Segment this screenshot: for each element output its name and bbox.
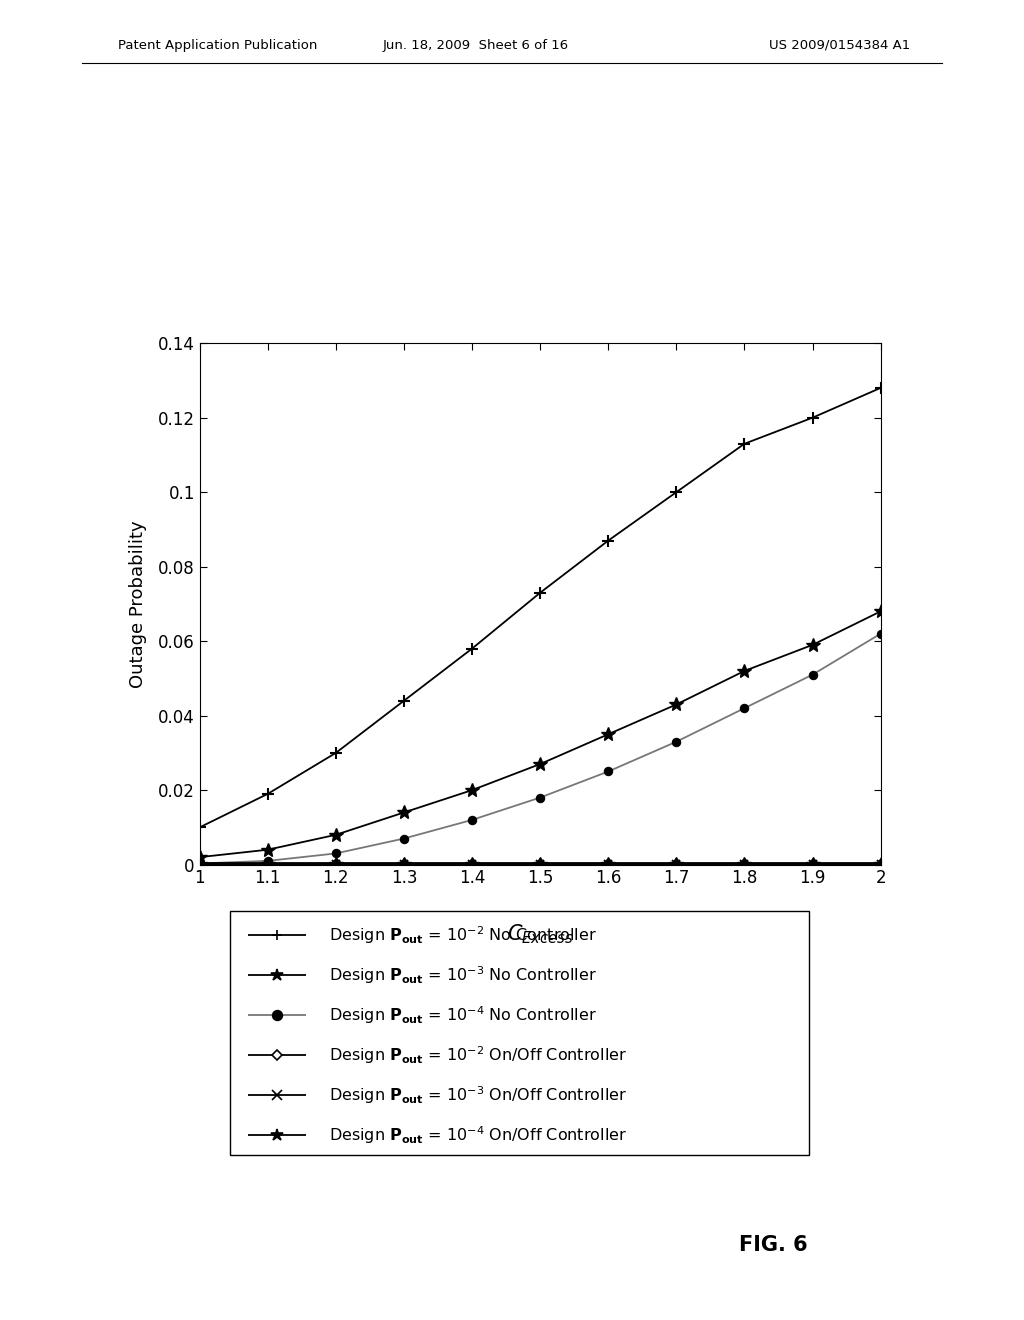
Text: Design $\mathbf{P}_\mathbf{out}$ = 10$^{-3}$ No Controller: Design $\mathbf{P}_\mathbf{out}$ = 10$^{… [329, 965, 597, 986]
Text: Design $\mathbf{P}_\mathbf{out}$ = 10$^{-2}$ No Controller: Design $\mathbf{P}_\mathbf{out}$ = 10$^{… [329, 924, 597, 946]
Text: Design $\mathbf{P}_\mathbf{out}$ = 10$^{-3}$ On/Off Controller: Design $\mathbf{P}_\mathbf{out}$ = 10$^{… [329, 1085, 627, 1106]
Y-axis label: Outage Probability: Outage Probability [129, 520, 146, 688]
Text: Patent Application Publication: Patent Application Publication [118, 38, 317, 51]
Text: Design $\mathbf{P}_\mathbf{out}$ = 10$^{-4}$ No Controller: Design $\mathbf{P}_\mathbf{out}$ = 10$^{… [329, 1005, 597, 1026]
Text: Design $\mathbf{P}_\mathbf{out}$ = 10$^{-2}$ On/Off Controller: Design $\mathbf{P}_\mathbf{out}$ = 10$^{… [329, 1044, 627, 1067]
Text: Design $\mathbf{P}_\mathbf{out}$ = 10$^{-4}$ On/Off Controller: Design $\mathbf{P}_\mathbf{out}$ = 10$^{… [329, 1125, 627, 1146]
Text: US 2009/0154384 A1: US 2009/0154384 A1 [769, 38, 910, 51]
Text: $C_{Excess}$: $C_{Excess}$ [507, 921, 573, 945]
Text: FIG. 6: FIG. 6 [738, 1236, 808, 1255]
Text: Jun. 18, 2009  Sheet 6 of 16: Jun. 18, 2009 Sheet 6 of 16 [383, 38, 569, 51]
